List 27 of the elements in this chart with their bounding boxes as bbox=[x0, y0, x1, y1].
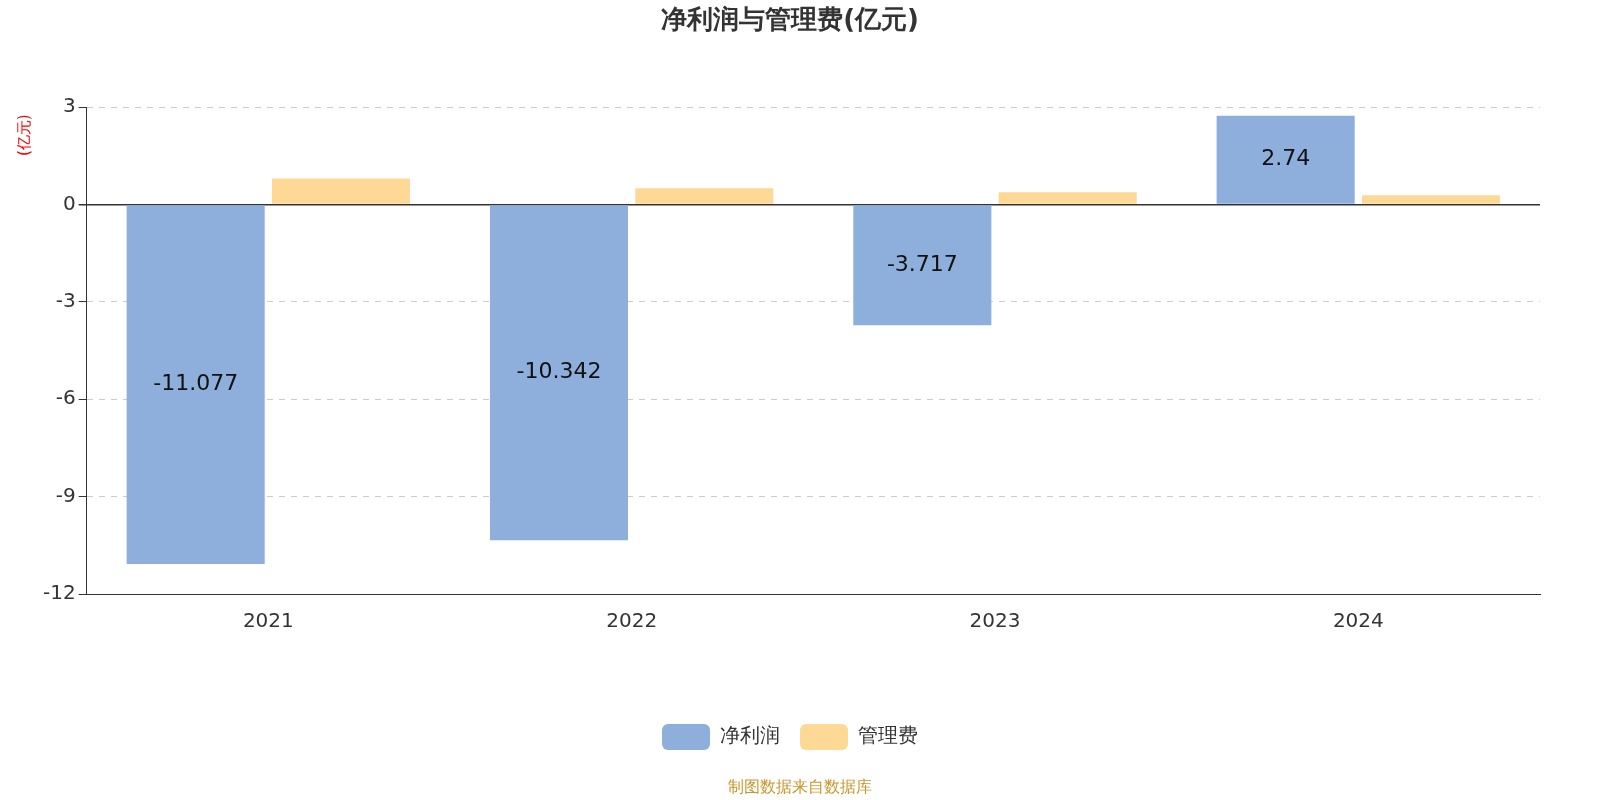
x-tick-label: 2022 bbox=[606, 608, 658, 633]
bar bbox=[126, 205, 265, 565]
bar bbox=[271, 178, 411, 204]
bar bbox=[853, 205, 992, 326]
y-tick-label: -12 bbox=[42, 580, 76, 605]
legend-label: 管理费 bbox=[858, 723, 918, 748]
bar bbox=[1216, 115, 1355, 204]
data-label: -3.717 bbox=[886, 250, 958, 276]
bar bbox=[1361, 195, 1501, 204]
y-axis-title: (亿元) bbox=[14, 114, 33, 157]
data-label: -11.077 bbox=[153, 370, 239, 396]
text: 制图数据来自数据库 bbox=[728, 777, 872, 797]
bar bbox=[998, 192, 1137, 204]
y-tick-label: -3 bbox=[55, 288, 76, 313]
y-tick-label: -6 bbox=[55, 385, 76, 410]
x-tick-label: 2021 bbox=[242, 608, 294, 633]
y-tick-label: -9 bbox=[55, 482, 76, 507]
data-label: -10.342 bbox=[516, 358, 602, 384]
data-label: 2.74 bbox=[1261, 145, 1311, 171]
bar bbox=[489, 205, 629, 541]
legend-label: 净利润 bbox=[720, 723, 780, 748]
y-tick-label: 0 bbox=[62, 190, 76, 215]
x-tick-label: 2024 bbox=[1332, 608, 1384, 633]
y-tick-label: 3 bbox=[62, 93, 76, 118]
bar bbox=[635, 188, 774, 204]
x-tick-label: 2023 bbox=[969, 608, 1021, 633]
chart-title: 净利润与管理费(亿元) bbox=[661, 4, 919, 35]
